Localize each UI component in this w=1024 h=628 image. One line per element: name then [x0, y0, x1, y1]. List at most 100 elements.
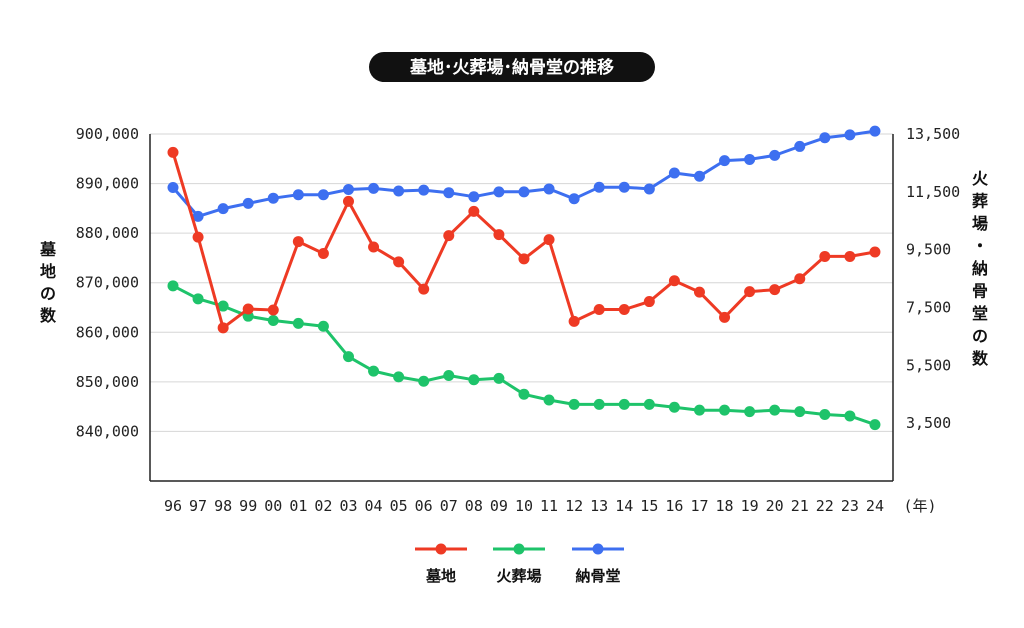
data-point — [568, 398, 580, 410]
data-point — [869, 419, 881, 431]
legend-label: 墓地 — [425, 567, 456, 585]
data-point — [719, 404, 731, 416]
left-tick-label: 870,000 — [76, 274, 139, 292]
data-point — [368, 182, 380, 194]
x-tick-label: 24 — [866, 497, 884, 515]
data-point — [744, 153, 756, 165]
data-point — [794, 406, 806, 418]
data-point — [693, 286, 705, 298]
left-tick-label: 890,000 — [76, 175, 139, 193]
x-tick-label: 02 — [314, 497, 332, 515]
data-point — [192, 293, 204, 305]
data-point — [242, 197, 254, 209]
data-point — [844, 410, 856, 422]
data-point — [719, 155, 731, 167]
data-point — [643, 398, 655, 410]
data-point — [342, 184, 354, 196]
series-2 — [167, 125, 881, 222]
x-tick-label: 05 — [390, 497, 408, 515]
x-tick-label: 12 — [565, 497, 583, 515]
data-point — [769, 149, 781, 161]
grid — [150, 133, 893, 432]
x-tick-label: 07 — [440, 497, 458, 515]
right-tick-label: 5,500 — [906, 356, 951, 374]
axis-title-glyph: 数 — [40, 306, 57, 325]
data-point — [618, 181, 630, 193]
series-line — [172, 284, 876, 427]
x-tick-label: 00 — [264, 497, 282, 515]
data-point — [568, 193, 580, 205]
data-point — [693, 404, 705, 416]
x-tick-label: 01 — [289, 497, 307, 515]
axis-title-glyph: 納 — [972, 259, 988, 278]
data-point — [769, 284, 781, 296]
data-point — [568, 315, 580, 327]
right-tick-label: 3,500 — [906, 414, 951, 432]
x-tick-label: 20 — [766, 497, 784, 515]
right-axis-ticks: 3,500 5,500 7,500 9,500 11,500 13,500 — [906, 125, 960, 432]
series-line — [171, 151, 876, 330]
data-point — [794, 273, 806, 285]
data-point — [668, 167, 680, 179]
data-point — [543, 394, 555, 406]
data-point — [794, 140, 806, 152]
axis-title-glyph: の — [972, 327, 988, 346]
data-point — [869, 246, 881, 258]
axis-title-glyph: 場 — [972, 214, 988, 233]
legend-marker — [435, 543, 447, 555]
data-point — [643, 183, 655, 195]
legend-item: 火葬場 — [493, 543, 545, 585]
data-point — [292, 317, 304, 329]
x-tick-label: 96 — [164, 497, 182, 515]
data-point — [693, 170, 705, 182]
x-tick-label: 97 — [189, 497, 207, 515]
x-tick-label: 09 — [490, 497, 508, 515]
left-tick-label: 860,000 — [76, 323, 139, 341]
data-point — [518, 388, 530, 400]
right-tick-label: 13,500 — [906, 125, 960, 143]
chart-title-text: 墓地･火葬場･納骨堂の推移 — [409, 57, 614, 78]
x-tick-label: 98 — [214, 497, 232, 515]
data-point — [844, 250, 856, 262]
axis-title-glyph: 堂 — [972, 304, 988, 323]
data-point — [418, 375, 430, 387]
data-point — [468, 205, 480, 217]
legend: 墓地 火葬場 納骨堂 — [415, 543, 624, 585]
data-point — [342, 351, 354, 363]
data-point — [668, 401, 680, 413]
data-point — [192, 210, 204, 222]
x-tick-label: 14 — [615, 497, 633, 515]
data-point — [292, 236, 304, 248]
right-tick-label: 9,500 — [906, 241, 951, 259]
x-tick-label: 03 — [339, 497, 357, 515]
data-point — [719, 311, 731, 323]
x-tick-label: 21 — [791, 497, 809, 515]
chart-title-background — [369, 52, 655, 82]
data-point — [418, 184, 430, 196]
x-tick-label: 04 — [365, 497, 383, 515]
data-point — [744, 286, 756, 298]
x-tick-label: 19 — [741, 497, 759, 515]
data-point — [618, 303, 630, 315]
data-point — [443, 230, 455, 242]
axis-title-glyph: 数 — [972, 349, 989, 368]
data-point — [518, 186, 530, 198]
data-point — [593, 398, 605, 410]
data-point — [593, 303, 605, 315]
data-point — [869, 125, 881, 137]
left-tick-label: 850,000 — [76, 373, 139, 391]
data-point — [518, 253, 530, 265]
data-point — [167, 280, 179, 292]
data-point — [418, 283, 430, 295]
axis-title-glyph: 地 — [40, 262, 56, 281]
axis-title-glyph: ・ — [972, 237, 988, 256]
axes — [149, 134, 894, 482]
x-tick-label: 08 — [465, 497, 483, 515]
data-point — [267, 192, 279, 204]
chart-title: 墓地･火葬場･納骨堂の推移 — [369, 52, 655, 82]
x-tick-label: 13 — [590, 497, 608, 515]
series-line — [171, 129, 876, 218]
data-point — [493, 229, 505, 241]
